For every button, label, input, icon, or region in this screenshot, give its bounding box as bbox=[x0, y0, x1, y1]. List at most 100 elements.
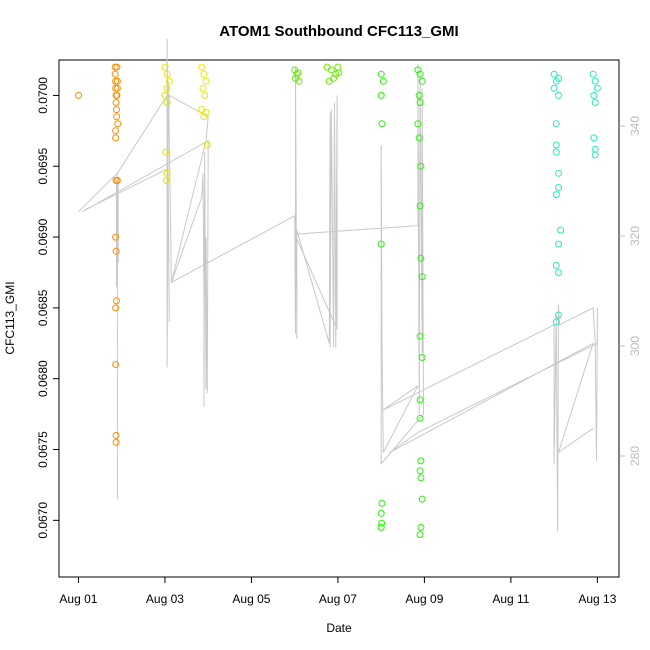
chart-title: ATOM1 Southbound CFC113_GMI bbox=[219, 23, 458, 40]
connecting-line-layer bbox=[78, 38, 598, 532]
data-point bbox=[414, 66, 422, 74]
data-point bbox=[555, 311, 562, 319]
data-point bbox=[591, 99, 599, 106]
data-point bbox=[552, 318, 560, 326]
y-tick-label: 0.0695 bbox=[36, 148, 50, 185]
data-point bbox=[294, 69, 302, 77]
data-point bbox=[378, 519, 386, 527]
data-point bbox=[113, 297, 120, 305]
data-point bbox=[200, 70, 208, 78]
y-axis: 0.0670 0.0675 0.0680 0.0685 0.0690 0.0695 0.07… bbox=[36, 77, 59, 539]
data-point bbox=[552, 148, 560, 156]
data-point bbox=[334, 63, 342, 71]
y-axis-label: CFC113_GMI bbox=[3, 281, 17, 354]
data-point bbox=[377, 509, 385, 517]
data-point bbox=[330, 74, 338, 82]
data-point bbox=[417, 457, 425, 465]
data-point bbox=[416, 99, 424, 106]
y-tick-label: 0.0690 bbox=[36, 218, 50, 255]
data-point bbox=[112, 431, 120, 439]
data-point bbox=[416, 70, 424, 78]
data-point bbox=[416, 467, 424, 475]
x-tick-label: Aug 01 bbox=[59, 592, 97, 606]
x-tick-label: Aug 09 bbox=[405, 592, 443, 606]
data-point bbox=[198, 63, 206, 71]
data-point bbox=[163, 99, 171, 106]
data-point bbox=[201, 91, 209, 99]
data-point bbox=[162, 148, 170, 156]
x-axis: Aug 01 Aug 03 Aug 05 Aug 07 Aug 09 Aug 11 Aug … bbox=[59, 577, 617, 606]
data-point bbox=[590, 134, 598, 142]
data-point bbox=[416, 531, 424, 538]
data-point bbox=[163, 84, 171, 92]
data-point bbox=[75, 91, 82, 99]
data-point bbox=[417, 474, 425, 482]
data-point bbox=[162, 176, 170, 184]
data-point bbox=[414, 120, 422, 128]
data-point bbox=[378, 120, 386, 128]
y2-tick-label: 280 bbox=[628, 446, 642, 466]
series-line bbox=[78, 38, 598, 532]
y-tick-label: 0.0700 bbox=[36, 77, 50, 114]
data-point bbox=[111, 70, 119, 78]
data-point bbox=[202, 108, 210, 116]
y-tick-label: 0.0680 bbox=[36, 360, 50, 397]
data-point bbox=[416, 396, 424, 404]
y-tick-label: 0.0670 bbox=[36, 502, 50, 539]
data-point bbox=[112, 438, 120, 446]
data-point bbox=[416, 202, 424, 210]
data-point bbox=[325, 77, 333, 85]
data-point bbox=[416, 332, 424, 340]
data-point bbox=[202, 77, 210, 85]
data-point bbox=[555, 269, 562, 276]
data-point bbox=[589, 70, 597, 78]
data-point bbox=[112, 99, 120, 106]
data-point bbox=[550, 84, 558, 92]
data-point bbox=[418, 495, 426, 503]
x-tick-label: Aug 05 bbox=[232, 592, 270, 606]
data-point bbox=[552, 120, 560, 128]
data-point bbox=[377, 70, 385, 78]
data-point bbox=[552, 191, 560, 199]
data-point bbox=[113, 77, 121, 85]
data-point bbox=[199, 84, 207, 92]
data-point bbox=[591, 151, 599, 159]
y2-axis: 280 300 320 340 bbox=[619, 116, 642, 466]
data-point bbox=[417, 254, 425, 262]
data-point bbox=[377, 240, 385, 248]
data-point bbox=[555, 74, 562, 82]
data-point bbox=[113, 63, 121, 71]
data-point bbox=[552, 261, 560, 269]
x-tick-label: Aug 03 bbox=[146, 592, 184, 606]
data-point bbox=[327, 66, 335, 74]
data-point bbox=[415, 134, 423, 142]
x-tick-label: Aug 07 bbox=[319, 592, 357, 606]
data-point bbox=[112, 361, 120, 368]
data-point bbox=[292, 74, 299, 82]
points-layer bbox=[75, 63, 601, 538]
data-point bbox=[113, 91, 121, 99]
data-point bbox=[161, 91, 169, 99]
data-point bbox=[203, 141, 211, 149]
data-point bbox=[163, 70, 171, 78]
y2-tick-label: 300 bbox=[628, 336, 642, 356]
plot-frame bbox=[58, 59, 620, 578]
data-point bbox=[415, 91, 423, 99]
data-point bbox=[161, 63, 169, 71]
data-point bbox=[112, 127, 120, 135]
data-point bbox=[113, 106, 120, 114]
data-point bbox=[165, 77, 173, 85]
data-point bbox=[417, 162, 425, 170]
data-point bbox=[416, 414, 424, 422]
data-point bbox=[163, 169, 171, 177]
data-point bbox=[113, 84, 121, 92]
data-point bbox=[550, 70, 558, 78]
data-point bbox=[112, 247, 120, 255]
data-point bbox=[323, 63, 331, 71]
data-point bbox=[293, 70, 301, 78]
data-point bbox=[555, 184, 562, 191]
data-point bbox=[113, 113, 120, 121]
data-point bbox=[555, 91, 562, 99]
data-point bbox=[198, 106, 206, 114]
